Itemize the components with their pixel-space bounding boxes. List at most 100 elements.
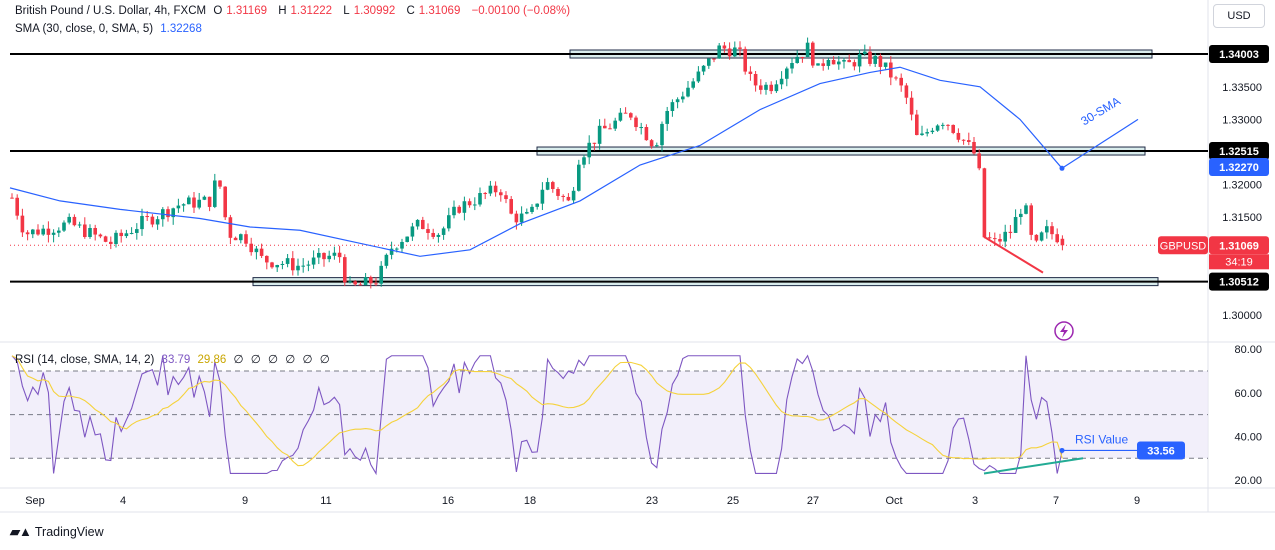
candle-body bbox=[348, 281, 352, 283]
currency-button[interactable]: USD bbox=[1213, 4, 1265, 28]
ohlc-high: H 1.31222 bbox=[278, 5, 333, 17]
rsi-header[interactable]: RSI (14, close, SMA, 14, 2) 33.79 29.86 … bbox=[15, 352, 334, 366]
candle-body bbox=[894, 77, 898, 79]
candle-body bbox=[213, 180, 217, 207]
candle-body bbox=[837, 61, 841, 65]
candle bbox=[291, 251, 295, 276]
candle bbox=[733, 41, 737, 58]
rsi-value-tag: 33.56 bbox=[1147, 445, 1175, 457]
candle-body bbox=[202, 196, 207, 200]
rsi-ma-value: 29.86 bbox=[197, 354, 227, 366]
candle bbox=[275, 264, 279, 272]
candle-body bbox=[977, 153, 981, 169]
candle bbox=[1029, 203, 1033, 241]
candle bbox=[301, 258, 305, 273]
tradingview-logo-icon: ▰▲ bbox=[10, 524, 32, 539]
candle-body bbox=[280, 263, 285, 265]
candle bbox=[239, 233, 243, 244]
candle bbox=[1003, 224, 1007, 248]
candle bbox=[743, 46, 747, 75]
candle-body bbox=[930, 130, 935, 133]
candle bbox=[337, 245, 342, 263]
last-price-tag-bg bbox=[1209, 236, 1269, 255]
ohlc-open: O 1.31169 bbox=[213, 5, 267, 17]
candle bbox=[686, 80, 690, 98]
candle bbox=[207, 196, 212, 212]
candle-body bbox=[909, 97, 914, 115]
candle bbox=[493, 181, 498, 197]
candle bbox=[613, 117, 617, 131]
candle-body bbox=[571, 190, 576, 201]
rsi-line bbox=[11, 354, 1063, 476]
candle bbox=[956, 128, 961, 143]
candle bbox=[566, 193, 571, 202]
level-price-tag: 1.30512 bbox=[1209, 272, 1269, 291]
candle bbox=[707, 58, 711, 69]
candle bbox=[1034, 234, 1039, 243]
candle bbox=[717, 42, 721, 59]
candle bbox=[540, 182, 545, 211]
candle bbox=[696, 66, 701, 83]
candle-body bbox=[389, 248, 394, 255]
candle bbox=[452, 200, 456, 219]
candle-body bbox=[649, 140, 654, 147]
candle bbox=[639, 122, 643, 135]
last-price-tag: 1.31069 bbox=[1209, 236, 1269, 255]
event-flag-icon bbox=[1054, 321, 1074, 341]
candle-body bbox=[509, 199, 513, 214]
candle bbox=[197, 192, 201, 210]
candle bbox=[46, 221, 51, 243]
candle bbox=[10, 193, 14, 199]
price-tick-label: 1.32000 bbox=[1222, 180, 1262, 192]
candle bbox=[556, 187, 560, 201]
candle bbox=[790, 57, 794, 74]
candle-body bbox=[665, 110, 669, 124]
candle bbox=[644, 124, 649, 141]
sma-price-tag-bg bbox=[1209, 157, 1269, 176]
level-price-tag-text: 1.30512 bbox=[1219, 277, 1259, 289]
candle bbox=[285, 254, 290, 268]
candle-body bbox=[535, 203, 539, 207]
candle-body bbox=[1034, 234, 1039, 241]
tradingview-logo[interactable]: ▰▲ TradingView bbox=[10, 524, 104, 540]
sma-annotation-line bbox=[1061, 118, 1139, 169]
candle bbox=[421, 216, 425, 230]
candle-body bbox=[629, 113, 633, 118]
candle-body bbox=[686, 87, 690, 97]
candle bbox=[254, 245, 259, 260]
symbol-title[interactable]: British Pound / U.S. Dollar, 4h, FXCM bbox=[15, 5, 207, 17]
candle-body bbox=[878, 55, 883, 67]
candle-body bbox=[332, 252, 337, 256]
candle-body bbox=[707, 58, 711, 66]
candle bbox=[259, 243, 264, 259]
sma-price-tag: 1.32270 bbox=[1209, 157, 1269, 176]
candle-body bbox=[722, 45, 727, 49]
candle-body bbox=[525, 211, 529, 214]
candle bbox=[660, 121, 664, 152]
candle-body bbox=[98, 234, 103, 237]
candle-body bbox=[634, 117, 638, 128]
time-axis-label: Sep bbox=[25, 495, 45, 507]
sma-price-tag-text: 1.32270 bbox=[1219, 162, 1259, 174]
candle bbox=[623, 107, 628, 114]
candle bbox=[457, 205, 461, 214]
candle-body bbox=[155, 219, 160, 225]
candle-body bbox=[192, 197, 196, 208]
candle-body bbox=[1024, 205, 1028, 214]
rsi-divergence-line bbox=[983, 457, 1084, 475]
candle bbox=[701, 64, 706, 76]
candle-body bbox=[551, 182, 555, 189]
candle bbox=[759, 79, 763, 95]
candle bbox=[1045, 219, 1049, 239]
candle-body bbox=[821, 63, 825, 66]
level-price-tag-text: 1.34003 bbox=[1219, 49, 1259, 61]
candle bbox=[400, 238, 404, 253]
rsi-extra-2: ∅ bbox=[267, 354, 279, 366]
candle bbox=[509, 196, 513, 215]
sma-header[interactable]: SMA (30, close, 0, SMA, 5) 1.32268 bbox=[15, 23, 206, 35]
candle-body bbox=[187, 197, 191, 205]
candle-body bbox=[379, 265, 383, 284]
candle bbox=[25, 230, 30, 241]
candle bbox=[358, 281, 363, 286]
